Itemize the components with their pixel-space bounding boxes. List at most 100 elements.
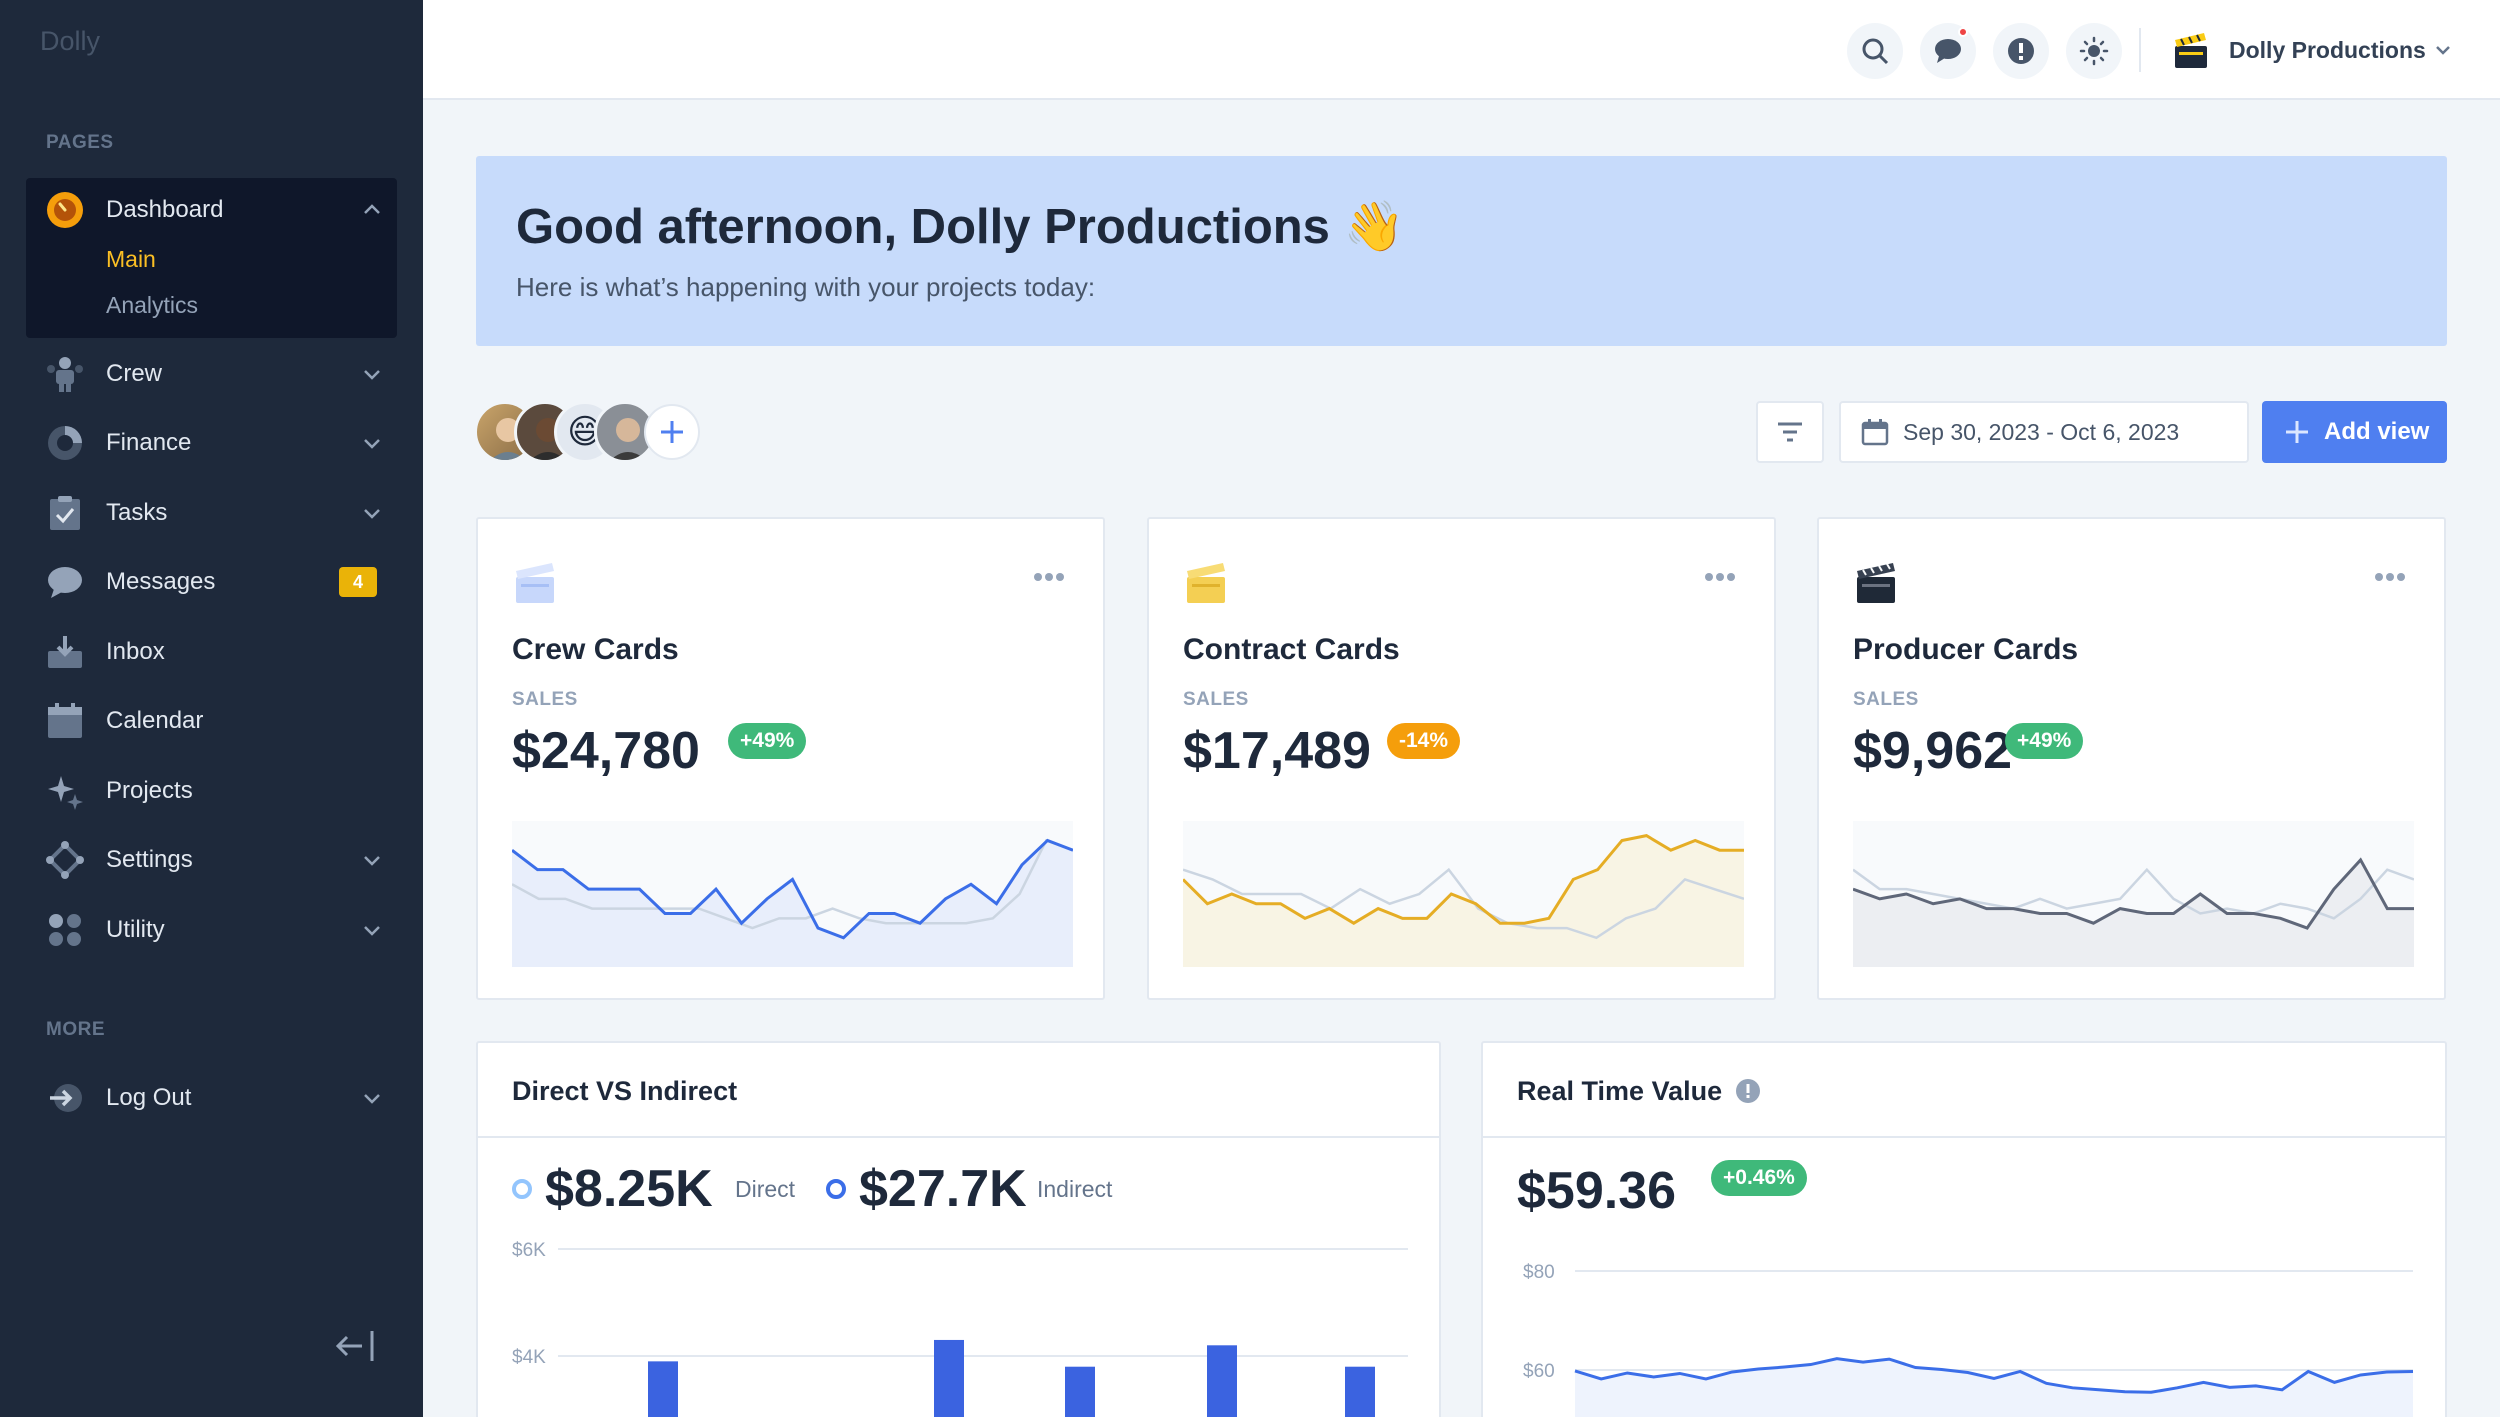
sidebar-item-finance[interactable]: Finance xyxy=(26,411,397,475)
direct-label: Direct xyxy=(735,1176,796,1202)
direct-legend-marker xyxy=(512,1179,532,1199)
crew-icon xyxy=(47,357,83,392)
plus-icon xyxy=(2286,421,2308,443)
chevron-up-icon xyxy=(364,204,380,214)
logout-icon xyxy=(50,1084,82,1112)
card-title: Direct VS Indirect xyxy=(512,1076,738,1106)
card-caption: SALES xyxy=(1853,689,1919,710)
direct-vs-indirect-card: Direct VS Indirect $8.25K Direct $27.7K … xyxy=(476,1041,1441,1417)
real-time-value-card: Real Time Value $59.36 +0.46% $80 $60 xyxy=(1481,1041,2447,1417)
date-range-text: Sep 30, 2023 - Oct 6, 2023 xyxy=(1903,418,2180,445)
collapse-sidebar-icon[interactable] xyxy=(334,1328,376,1364)
alerts-button[interactable] xyxy=(1993,23,2049,79)
chevron-down-icon xyxy=(364,856,380,866)
sidebar-item-label: Messages xyxy=(106,568,216,595)
section-label-pages: PAGES xyxy=(46,132,114,153)
section-label-more: MORE xyxy=(46,1019,105,1040)
sidebar-item-messages[interactable]: Messages 4 xyxy=(26,550,397,614)
card-caption: SALES xyxy=(1183,689,1249,710)
info-icon[interactable] xyxy=(1735,1078,1761,1104)
sparkles-icon xyxy=(48,776,83,810)
user-menu[interactable]: Dolly Productions xyxy=(2171,24,2454,76)
sidebar-item-calendar[interactable]: Calendar xyxy=(26,689,397,753)
sales-amount: $9,962 xyxy=(1853,722,2013,780)
real-time-value: $59.36 xyxy=(1517,1162,1677,1220)
sidebar-item-tasks[interactable]: Tasks xyxy=(26,481,397,545)
sidebar-item-label: Projects xyxy=(106,777,193,804)
theme-toggle[interactable] xyxy=(2066,23,2122,79)
clapperboard-icon xyxy=(1857,563,1895,603)
line-area xyxy=(1575,1358,2413,1417)
clapperboard-avatar-icon xyxy=(2175,33,2207,68)
y-tick-label: $80 xyxy=(1523,1262,1555,1283)
welcome-banner: Good afternoon, Dolly Productions 👋 Here… xyxy=(476,156,2447,346)
messages-button[interactable] xyxy=(1920,23,1976,79)
bar-indirect xyxy=(648,1361,678,1417)
sidebar-item-projects[interactable]: Projects xyxy=(26,759,397,823)
chevron-down-icon xyxy=(2435,46,2450,55)
calendar-icon xyxy=(1861,419,1889,446)
date-range-picker[interactable]: Sep 30, 2023 - Oct 6, 2023 xyxy=(1839,401,2249,463)
change-badge: +0.46% xyxy=(1711,1160,1807,1196)
card-caption: SALES xyxy=(512,689,578,710)
sidebar-item-settings[interactable]: Settings xyxy=(26,828,397,892)
card-title: Crew Cards xyxy=(512,633,679,666)
sparkline-chart xyxy=(1183,821,1744,967)
sidebar-item-logout[interactable]: Log Out xyxy=(26,1066,397,1130)
search-button[interactable] xyxy=(1847,23,1903,79)
sales-amount: $24,780 xyxy=(512,722,700,780)
top-header: Dolly Productions xyxy=(423,0,2500,100)
unread-badge: 4 xyxy=(339,567,377,597)
sidebar-item-utility[interactable]: Utility xyxy=(26,898,397,962)
sidebar-subitem-main[interactable]: Main xyxy=(106,246,156,272)
sidebar-item-label: Tasks xyxy=(106,499,168,526)
value-line xyxy=(1574,1357,2414,1394)
more-options-icon[interactable] xyxy=(2374,571,2406,583)
y-tick-label: $60 xyxy=(1523,1361,1555,1382)
sidebar-item-label: Calendar xyxy=(106,707,204,734)
bar-indirect xyxy=(1207,1345,1237,1417)
indirect-value: $27.7K xyxy=(859,1160,1027,1218)
sales-amount: $17,489 xyxy=(1183,722,1371,780)
sidebar-item-label: Inbox xyxy=(106,638,165,665)
change-badge: +49% xyxy=(728,723,807,759)
clapperboard-icon xyxy=(516,563,554,603)
calendar-icon xyxy=(48,703,82,738)
bar-indirect xyxy=(1065,1366,1095,1417)
info-alert-icon xyxy=(2008,38,2034,64)
sidebar-subitem-analytics[interactable]: Analytics xyxy=(106,292,199,318)
brand-logo[interactable]: Dolly xyxy=(40,26,101,56)
card-header: Direct VS Indirect xyxy=(478,1043,1439,1138)
sidebar-item-label: Utility xyxy=(106,916,165,943)
sparkline-chart xyxy=(512,821,1073,967)
plus-icon xyxy=(661,421,683,443)
sparkline-area xyxy=(1853,859,2414,967)
filter-button[interactable] xyxy=(1756,401,1824,463)
add-member-button[interactable] xyxy=(644,404,700,460)
user-name: Dolly Productions xyxy=(2229,36,2426,63)
sidebar-item-inbox[interactable]: Inbox xyxy=(26,620,397,684)
card-title: Producer Cards xyxy=(1853,633,2079,666)
chevron-down-icon xyxy=(364,370,380,380)
welcome-title: Good afternoon, Dolly Productions 👋 xyxy=(516,200,1405,254)
sidebar-item-label: Crew xyxy=(106,360,163,387)
y-tick-label: $4K xyxy=(512,1347,546,1368)
inbox-icon xyxy=(48,636,82,668)
filter-icon xyxy=(1778,422,1802,442)
sidebar-item-dashboard[interactable]: Dashboard xyxy=(26,178,397,242)
sparkline-area xyxy=(512,840,1073,967)
more-options-icon[interactable] xyxy=(1033,571,1065,583)
sidebar: Dolly PAGES Dashboard Main Analytics Cre… xyxy=(0,0,423,1417)
change-badge: -14% xyxy=(1387,723,1461,759)
dashboard-group xyxy=(26,178,397,338)
dashboard-icon xyxy=(47,192,83,228)
pie-chart-icon xyxy=(48,426,82,460)
sidebar-item-label: Dashboard xyxy=(106,196,224,223)
add-view-button[interactable]: Add view xyxy=(2262,401,2447,463)
header-divider xyxy=(2139,28,2141,72)
change-badge: +49% xyxy=(2005,723,2084,759)
chevron-down-icon xyxy=(364,926,380,936)
sparkline-comparison-line xyxy=(512,838,1073,930)
more-options-icon[interactable] xyxy=(1704,571,1736,583)
sidebar-item-crew[interactable]: Crew xyxy=(26,342,397,406)
